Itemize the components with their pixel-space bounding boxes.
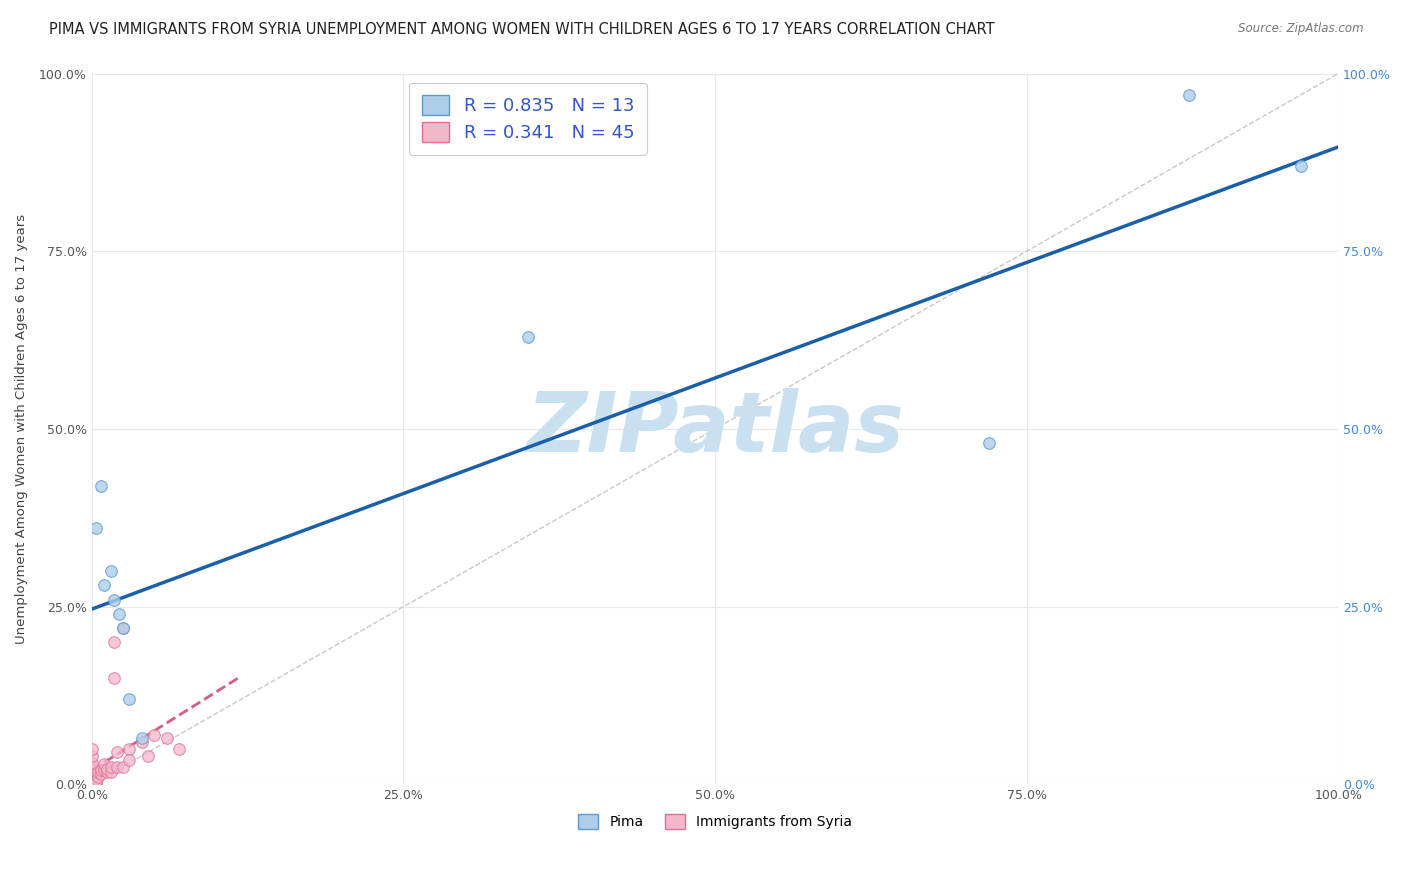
Point <box>517 329 540 343</box>
Text: Source: ZipAtlas.com: Source: ZipAtlas.com <box>1239 22 1364 36</box>
Point <box>80 772 103 787</box>
Point <box>87 764 110 779</box>
Point <box>111 621 134 635</box>
Point <box>111 759 134 773</box>
Point <box>131 735 153 749</box>
Point <box>103 592 125 607</box>
Point <box>118 692 141 706</box>
Point <box>87 770 110 784</box>
Point <box>80 769 103 783</box>
Point <box>118 752 141 766</box>
Point <box>84 777 107 791</box>
Point <box>100 759 122 773</box>
Point <box>96 764 118 779</box>
Point <box>103 671 125 685</box>
Point <box>80 777 103 791</box>
Point <box>90 766 112 780</box>
Point <box>80 766 103 780</box>
Text: PIMA VS IMMIGRANTS FROM SYRIA UNEMPLOYMENT AMONG WOMEN WITH CHILDREN AGES 6 TO 1: PIMA VS IMMIGRANTS FROM SYRIA UNEMPLOYME… <box>49 22 995 37</box>
Point <box>136 748 159 763</box>
Point <box>80 777 103 791</box>
Point <box>84 521 107 535</box>
Point <box>80 769 103 783</box>
Point <box>80 742 103 756</box>
Point <box>100 564 122 578</box>
Y-axis label: Unemployment Among Women with Children Ages 6 to 17 years: Unemployment Among Women with Children A… <box>15 214 28 644</box>
Point <box>111 621 134 635</box>
Point <box>80 777 103 791</box>
Point <box>90 479 112 493</box>
Point <box>80 770 103 784</box>
Point <box>167 742 190 756</box>
Point <box>80 772 103 787</box>
Point <box>118 742 141 756</box>
Point <box>80 763 103 777</box>
Point <box>105 759 128 773</box>
Point <box>1177 87 1199 102</box>
Point <box>80 773 103 788</box>
Point <box>100 764 122 779</box>
Point <box>131 731 153 746</box>
Point <box>93 578 115 592</box>
Point <box>93 763 115 777</box>
Point <box>1289 159 1312 173</box>
Point <box>90 763 112 777</box>
Point <box>80 775 103 789</box>
Point <box>96 762 118 776</box>
Point <box>84 773 107 788</box>
Point <box>80 756 103 770</box>
Point <box>93 757 115 772</box>
Point <box>80 775 103 789</box>
Point <box>80 770 103 784</box>
Point <box>80 766 103 780</box>
Legend: Pima, Immigrants from Syria: Pima, Immigrants from Syria <box>572 808 858 834</box>
Point <box>80 748 103 763</box>
Point <box>103 635 125 649</box>
Point <box>80 763 103 777</box>
Point <box>80 759 103 773</box>
Text: ZIPatlas: ZIPatlas <box>526 388 904 469</box>
Point <box>156 731 179 746</box>
Point <box>105 746 128 760</box>
Point <box>108 607 131 621</box>
Point <box>979 436 1001 450</box>
Point <box>143 728 166 742</box>
